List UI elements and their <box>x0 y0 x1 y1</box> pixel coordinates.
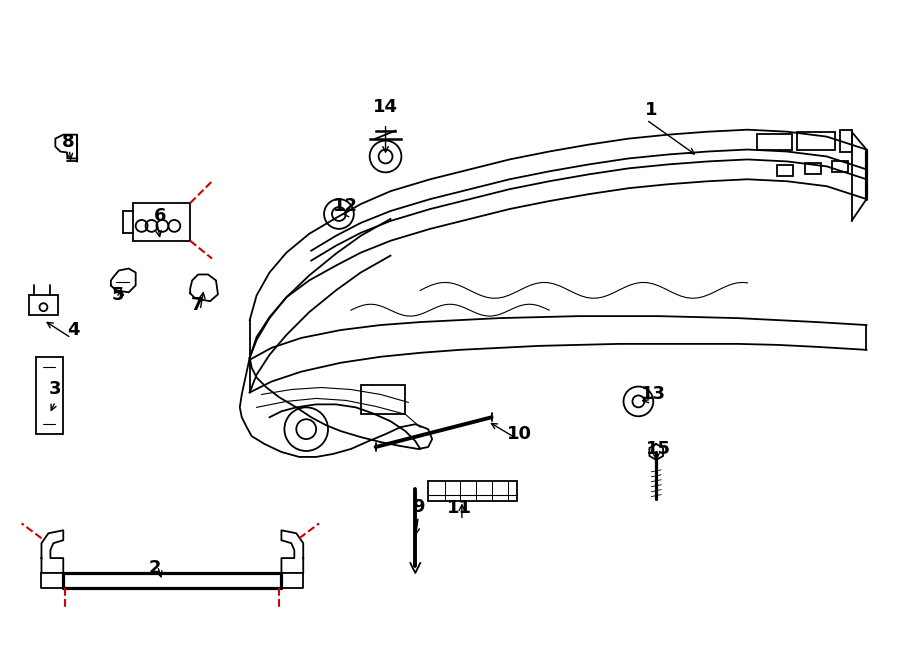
Text: 6: 6 <box>154 207 166 225</box>
Text: 10: 10 <box>507 425 532 443</box>
Bar <box>29 295 58 315</box>
Text: 13: 13 <box>641 385 666 403</box>
Bar <box>805 163 821 175</box>
Bar <box>797 132 834 149</box>
Bar <box>778 165 793 176</box>
Text: 9: 9 <box>412 498 425 516</box>
Text: 4: 4 <box>67 321 79 339</box>
Bar <box>35 357 63 434</box>
Text: 7: 7 <box>191 296 203 314</box>
Text: 2: 2 <box>148 559 161 577</box>
Bar <box>132 203 190 241</box>
Text: 14: 14 <box>373 98 398 116</box>
Text: 5: 5 <box>112 286 124 304</box>
Text: 15: 15 <box>645 440 670 458</box>
Bar <box>758 134 792 149</box>
Bar <box>428 481 518 500</box>
Bar <box>361 385 405 414</box>
Text: 3: 3 <box>50 381 61 399</box>
Bar <box>832 161 848 173</box>
Text: 8: 8 <box>62 133 75 151</box>
Text: 12: 12 <box>333 197 358 215</box>
Text: 11: 11 <box>447 500 473 518</box>
Bar <box>840 130 851 151</box>
Text: 1: 1 <box>645 101 658 119</box>
